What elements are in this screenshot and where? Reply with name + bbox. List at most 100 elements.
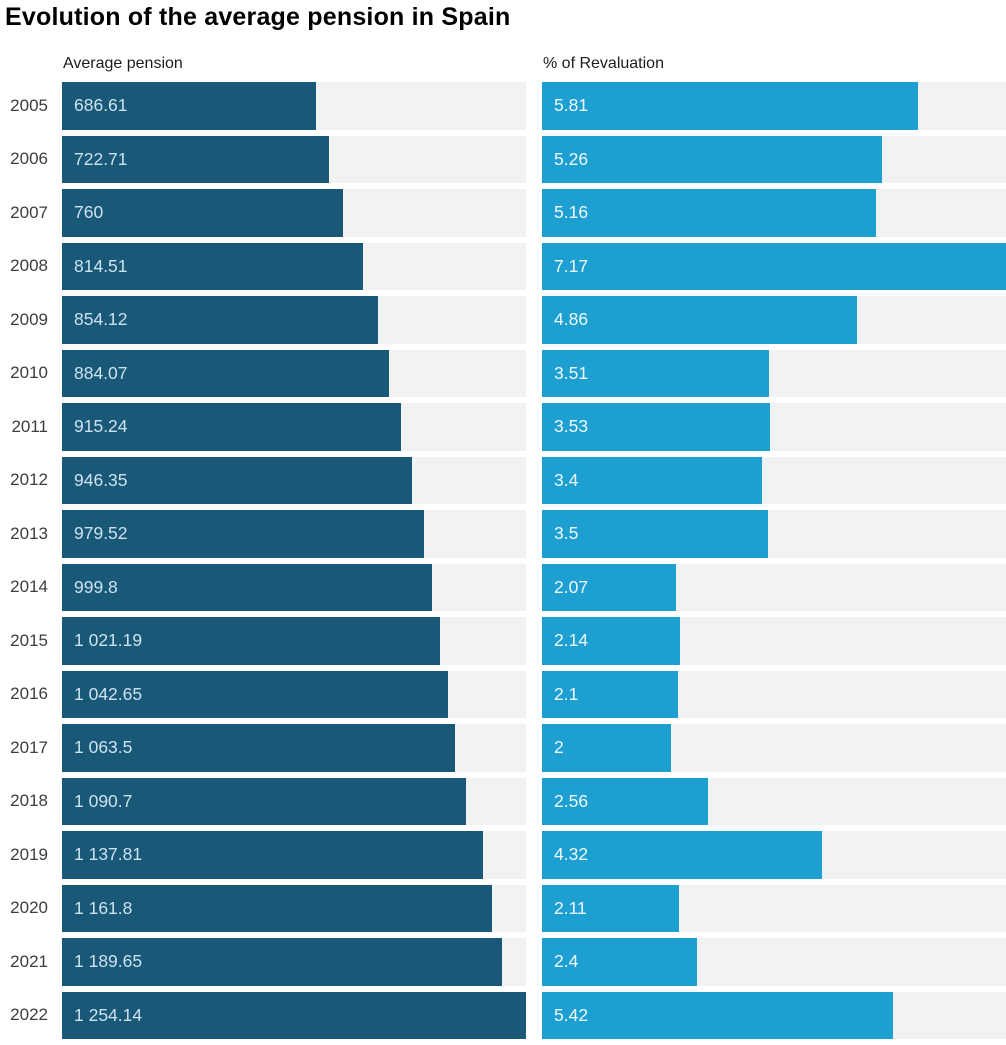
pension-value-label: 1 161.8: [62, 898, 132, 919]
column-gap: [526, 296, 542, 344]
pension-value-label: 1 021.19: [62, 630, 142, 651]
revaluation-bar: 2.07: [542, 564, 676, 612]
revaluation-value-label: 3.4: [542, 470, 578, 491]
revaluation-bar-track: 2.1: [542, 671, 1006, 719]
revaluation-bar: 4.86: [542, 296, 857, 344]
pension-value-label: 854.12: [62, 309, 128, 330]
pension-value-label: 760: [62, 202, 103, 223]
revaluation-bar-track: 2.11: [542, 885, 1006, 933]
pension-bar: 1 090.7: [62, 778, 466, 826]
pension-bar-track: 1 021.19: [62, 617, 526, 665]
revaluation-bar-track: 2.4: [542, 938, 1006, 986]
pension-bar-track: 1 189.65: [62, 938, 526, 986]
revaluation-bar: 2.4: [542, 938, 697, 986]
revaluation-value-label: 4.86: [542, 309, 588, 330]
pension-bar: 760: [62, 189, 343, 237]
pension-bar: 1 189.65: [62, 938, 502, 986]
column-gap: [526, 136, 542, 184]
revaluation-bar: 5.81: [542, 82, 918, 130]
revaluation-bar: 5.26: [542, 136, 882, 184]
year-label: 2014: [0, 564, 62, 612]
pension-bar-track: 1 254.14: [62, 992, 526, 1040]
pension-value-label: 814.51: [62, 256, 128, 277]
revaluation-bar: 2.14: [542, 617, 680, 665]
column-gap: [526, 778, 542, 826]
chart-title: Evolution of the average pension in Spai…: [0, 0, 1006, 32]
year-label: 2006: [0, 136, 62, 184]
column-header-revaluation: % of Revaluation: [542, 54, 1006, 74]
pension-bar-track: 1 090.7: [62, 778, 526, 826]
pension-bar-track: 1 042.65: [62, 671, 526, 719]
revaluation-bar: 2.11: [542, 885, 679, 933]
revaluation-bar: 5.42: [542, 992, 893, 1040]
pension-bar-track: 946.35: [62, 457, 526, 505]
year-label: 2012: [0, 457, 62, 505]
revaluation-bar: 5.16: [542, 189, 876, 237]
pension-bar: 1 161.8: [62, 885, 492, 933]
revaluation-value-label: 2.11: [542, 898, 587, 919]
pension-bar-track: 1 161.8: [62, 885, 526, 933]
column-gap: [526, 189, 542, 237]
column-gap: [526, 403, 542, 451]
year-label: 2009: [0, 296, 62, 344]
column-gap: [526, 831, 542, 879]
pension-value-label: 999.8: [62, 577, 118, 598]
pension-bar-track: 1 137.81: [62, 831, 526, 879]
revaluation-value-label: 2.14: [542, 630, 588, 651]
revaluation-value-label: 4.32: [542, 844, 588, 865]
column-gap: [526, 243, 542, 291]
revaluation-bar-track: 2: [542, 724, 1006, 772]
pension-value-label: 1 254.14: [62, 1005, 142, 1026]
pension-bar: 1 137.81: [62, 831, 483, 879]
year-label: 2017: [0, 724, 62, 772]
revaluation-value-label: 2: [542, 737, 564, 758]
pension-bar: 884.07: [62, 350, 389, 398]
column-gap: [526, 724, 542, 772]
pension-bar-track: 999.8: [62, 564, 526, 612]
revaluation-value-label: 2.56: [542, 791, 588, 812]
pension-bar: 1 254.14: [62, 992, 526, 1040]
year-label: 2013: [0, 510, 62, 558]
year-label: 2018: [0, 778, 62, 826]
revaluation-bar: 3.51: [542, 350, 769, 398]
column-gap: [526, 992, 542, 1040]
revaluation-bar: 7.17: [542, 243, 1006, 291]
column-gap: [526, 564, 542, 612]
year-label: 2010: [0, 350, 62, 398]
pension-bar-track: 884.07: [62, 350, 526, 398]
revaluation-bar: 2.1: [542, 671, 678, 719]
pension-value-label: 1 137.81: [62, 844, 142, 865]
year-label: 2016: [0, 671, 62, 719]
pension-bar-track: 1 063.5: [62, 724, 526, 772]
pension-bar: 946.35: [62, 457, 412, 505]
pension-bar: 1 063.5: [62, 724, 455, 772]
pension-bar-track: 915.24: [62, 403, 526, 451]
revaluation-bar-track: 7.17: [542, 243, 1006, 291]
pension-bar-track: 722.71: [62, 136, 526, 184]
revaluation-bar-track: 5.81: [542, 82, 1006, 130]
year-label: 2021: [0, 938, 62, 986]
revaluation-value-label: 2.07: [542, 577, 588, 598]
year-label: 2011: [0, 403, 62, 451]
revaluation-bar-track: 3.51: [542, 350, 1006, 398]
column-gap: [526, 671, 542, 719]
revaluation-bar-track: 4.86: [542, 296, 1006, 344]
pension-bar: 979.52: [62, 510, 424, 558]
pension-value-label: 722.71: [62, 149, 128, 170]
year-label: 2008: [0, 243, 62, 291]
pension-bar-track: 686.61: [62, 82, 526, 130]
revaluation-value-label: 3.5: [542, 523, 578, 544]
revaluation-bar-track: 5.42: [542, 992, 1006, 1040]
